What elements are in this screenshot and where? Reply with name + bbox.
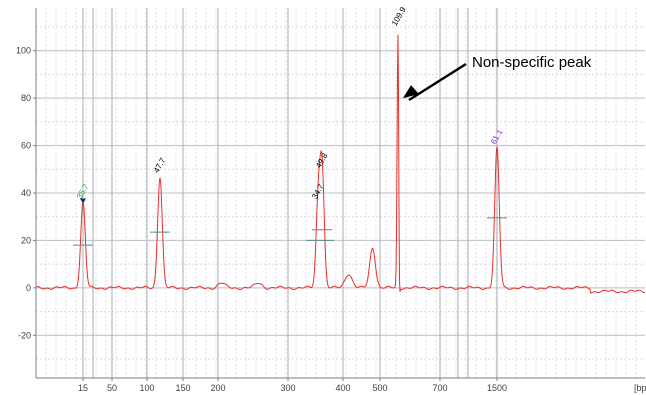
x-tick-label: 500 (372, 383, 387, 393)
peak-label: 47.7 (152, 156, 168, 174)
y-tick-label: 100 (16, 46, 31, 56)
annotation-text: Non-specific peak (472, 54, 592, 71)
y-tick-label: 40 (21, 188, 31, 198)
x-tick-label: 15 (78, 383, 88, 393)
x-tick-label: 100 (139, 383, 154, 393)
x-tick-label: 200 (210, 383, 225, 393)
annotation-arrow (408, 62, 467, 102)
peak-label: 61.1 (489, 127, 505, 145)
peak-label: 109.9 (390, 5, 408, 27)
y-tick-label: 20 (21, 235, 31, 245)
x-axis-label: [bp] (634, 383, 646, 393)
y-tick-label: 80 (21, 93, 31, 103)
x-tick-label: 400 (335, 383, 350, 393)
annotation: Non-specific peak (403, 54, 592, 102)
peak-marker (80, 198, 86, 204)
x-tick-label: 150 (175, 383, 190, 393)
x-tick-label: 700 (432, 383, 447, 393)
annotation-arrowhead (403, 85, 419, 99)
y-tick-label: 60 (21, 141, 31, 151)
x-tick-label: 50 (107, 383, 117, 393)
trace-line (35, 34, 645, 294)
y-axis-ticks: -20 0 20 40 60 80 100 (16, 46, 36, 340)
y-tick-label: 0 (26, 283, 31, 293)
y-tick-label: -20 (18, 330, 31, 340)
x-tick-label: 1500 (487, 383, 507, 393)
x-axis-ticks: 15 50 100 150 200 300 400 500 700 1500 (78, 378, 507, 393)
x-tick-label: 300 (280, 383, 295, 393)
peak-label: 35.7 (75, 182, 91, 200)
